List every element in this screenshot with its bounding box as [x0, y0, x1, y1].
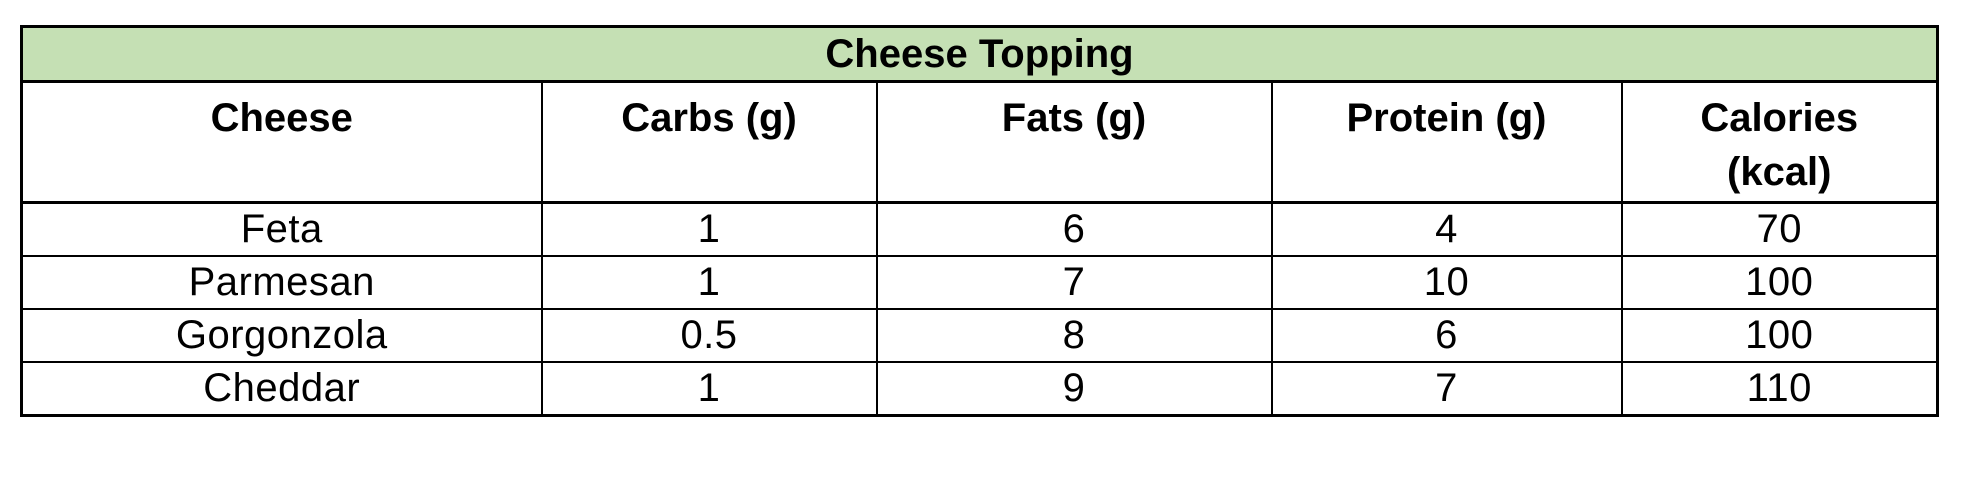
cell-fats: 7	[875, 255, 1273, 310]
column-header-protein: Protein (g)	[1270, 80, 1623, 204]
table-row-gorgonzola: Gorgonzola 0.5 8 6 100	[20, 308, 1939, 363]
column-header-cheese: Cheese	[20, 80, 543, 204]
column-header-carbs: Carbs (g)	[540, 80, 878, 204]
table-title-row: Cheese Topping	[20, 25, 1939, 83]
table-header-row: Cheese Carbs (g) Fats (g) Protein (g) Ca…	[20, 80, 1939, 204]
cheese-topping-table: Cheese Topping Cheese Carbs (g) Fats (g)…	[20, 25, 1939, 417]
cell-cheese-name: Feta	[20, 201, 543, 257]
table-row-parmesan: Parmesan 1 7 10 100	[20, 255, 1939, 310]
cell-calories: 110	[1620, 361, 1939, 417]
cell-fats: 8	[875, 308, 1273, 363]
table-row-cheddar: Cheddar 1 9 7 110	[20, 361, 1939, 417]
cell-cheese-name: Parmesan	[20, 255, 543, 310]
column-header-fats: Fats (g)	[875, 80, 1273, 204]
cell-protein: 7	[1270, 361, 1623, 417]
table-row-feta: Feta 1 6 4 70	[20, 201, 1939, 257]
cell-carbs: 1	[540, 255, 878, 310]
cell-cheese-name: Gorgonzola	[20, 308, 543, 363]
cell-fats: 6	[875, 201, 1273, 257]
column-header-calories-line2: (kcal)	[1727, 150, 1832, 194]
cell-carbs: 1	[540, 201, 878, 257]
cell-protein: 6	[1270, 308, 1623, 363]
column-header-calories-line1: Calories	[1700, 96, 1859, 140]
cell-protein: 10	[1270, 255, 1623, 310]
cell-calories: 70	[1620, 201, 1939, 257]
cell-calories: 100	[1620, 255, 1939, 310]
cell-fats: 9	[875, 361, 1273, 417]
cell-cheese-name: Cheddar	[20, 361, 543, 417]
cell-protein: 4	[1270, 201, 1623, 257]
cell-carbs: 1	[540, 361, 878, 417]
cell-carbs: 0.5	[540, 308, 878, 363]
cheese-topping-table-container: Cheese Topping Cheese Carbs (g) Fats (g)…	[20, 25, 1939, 417]
cell-calories: 100	[1620, 308, 1939, 363]
column-header-calories: Calories (kcal)	[1620, 80, 1939, 204]
table-title: Cheese Topping	[20, 25, 1939, 83]
